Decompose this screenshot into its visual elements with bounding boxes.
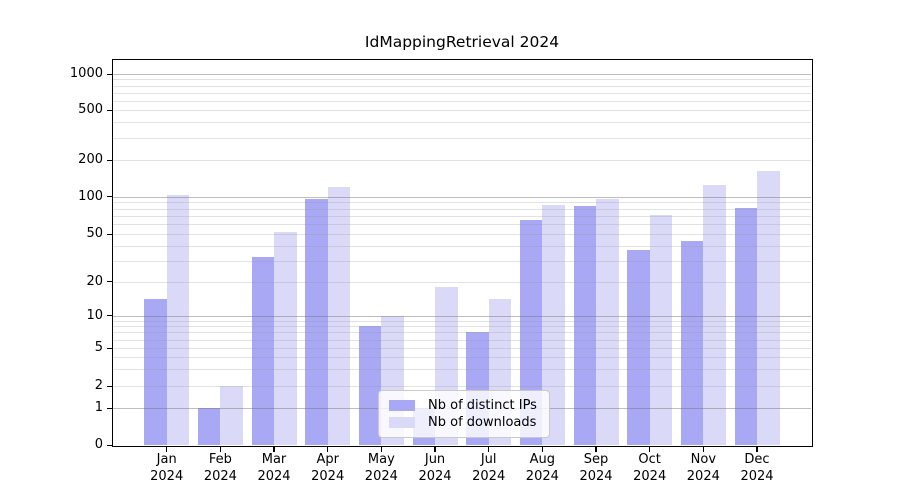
x-axis-tick <box>756 446 758 452</box>
x-tick-label: Oct 2024 <box>618 452 682 485</box>
x-tick-label: Dec 2024 <box>725 452 789 485</box>
y-tick-label: 1 <box>94 400 103 416</box>
x-axis-tick <box>219 446 222 452</box>
x-axis-tick <box>702 446 705 452</box>
x-tick-label: Sep 2024 <box>564 452 628 485</box>
x-tick-month: Dec <box>744 452 770 467</box>
x-axis-tick <box>595 446 597 452</box>
x-axis-tick <box>166 446 168 452</box>
x-tick-year: 2024 <box>525 468 559 484</box>
x-axis-tick <box>380 446 383 452</box>
y-tick-label: 2 <box>94 378 103 393</box>
x-tick-label: May 2024 <box>349 452 413 485</box>
plot-border <box>111 58 813 447</box>
x-tick-label: Mar 2024 <box>242 452 306 485</box>
x-tick-label: Jun 2024 <box>403 452 467 485</box>
x-tick-month: Feb <box>208 452 232 467</box>
x-tick-month: Aug <box>529 452 556 467</box>
x-tick-month: Mar <box>261 452 287 467</box>
x-tick-label: Jul 2024 <box>457 452 521 485</box>
x-tick-month: May <box>367 452 395 467</box>
y-tick-label: 500 <box>78 102 103 117</box>
legend-swatch-distinct-ips <box>389 400 415 411</box>
x-tick-month: Jun <box>424 452 446 467</box>
y-tick-label: 20 <box>86 273 103 289</box>
x-tick-label: Jan 2024 <box>135 452 199 485</box>
x-tick-month: Jan <box>156 452 177 467</box>
x-tick-year: 2024 <box>579 468 613 484</box>
x-tick-year: 2024 <box>257 468 291 484</box>
chart-title: IdMappingRetrieval 2024 <box>364 33 560 51</box>
x-axis-tick <box>434 446 436 452</box>
x-tick-label: Feb 2024 <box>188 452 252 485</box>
x-axis-tick <box>273 446 275 452</box>
x-tick-month: Oct <box>638 452 661 467</box>
y-tick-label: 50 <box>86 226 103 241</box>
x-tick-year: 2024 <box>472 468 506 484</box>
x-tick-label: Apr 2024 <box>296 452 360 485</box>
x-tick-year: 2024 <box>203 468 237 484</box>
x-tick-label: Aug 2024 <box>510 452 574 485</box>
x-axis-tick <box>327 446 329 452</box>
legend-item-distinct-ips: Nb of distinct IPs <box>389 398 539 413</box>
legend-label-distinct-ips: Nb of distinct IPs <box>428 398 537 413</box>
x-axis-tick <box>541 446 544 452</box>
y-tick-label: 100 <box>78 188 103 204</box>
legend-label-downloads: Nb of downloads <box>428 415 537 430</box>
x-tick-year: 2024 <box>311 468 345 484</box>
legend-swatch-downloads <box>389 417 415 428</box>
x-axis-tick <box>488 446 490 452</box>
y-tick-label: 0 <box>94 437 103 452</box>
y-tick-label: 10 <box>86 307 103 323</box>
y-tick-label: 200 <box>78 152 103 167</box>
x-tick-label: Nov 2024 <box>671 452 735 485</box>
x-tick-year: 2024 <box>686 468 720 484</box>
x-tick-year: 2024 <box>364 468 398 484</box>
x-tick-month: Apr <box>316 452 339 467</box>
x-tick-year: 2024 <box>633 468 667 484</box>
x-tick-month: Nov <box>690 452 717 467</box>
legend-item-downloads: Nb of downloads <box>389 415 539 430</box>
x-tick-year: 2024 <box>150 468 184 484</box>
legend: Nb of distinct IPs Nb of downloads <box>378 390 550 438</box>
x-axis-tick <box>649 446 651 452</box>
x-tick-month: Sep <box>583 452 609 467</box>
x-tick-year: 2024 <box>740 468 774 484</box>
y-tick-label: 5 <box>94 340 103 355</box>
x-tick-year: 2024 <box>418 468 452 484</box>
x-tick-month: Jul <box>480 452 497 467</box>
y-tick-label: 1000 <box>69 66 103 81</box>
